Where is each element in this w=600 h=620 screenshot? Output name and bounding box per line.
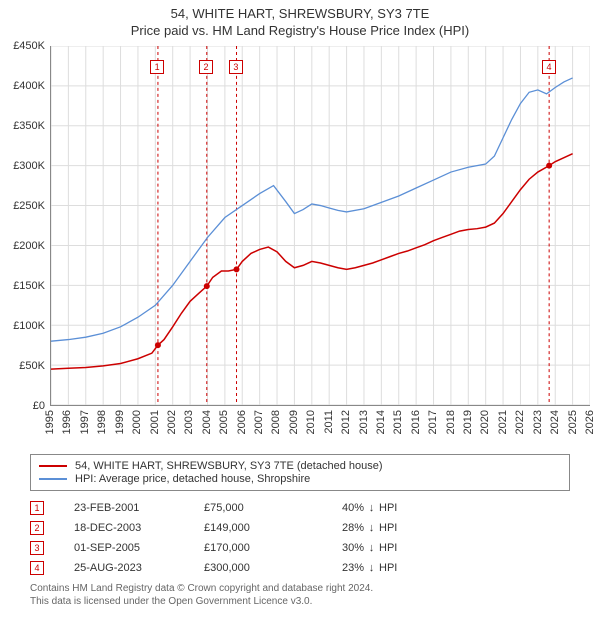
x-tick-label: 2024 [549,410,561,434]
legend-swatch [39,478,67,480]
x-tick-label: 1998 [96,410,108,434]
transactions-table: 123-FEB-2001£75,00040%↓HPI218-DEC-2003£1… [30,498,570,578]
down-arrow-icon: ↓ [364,522,379,534]
x-tick-label: 2019 [462,410,474,434]
x-tick-label: 2003 [183,410,195,434]
x-tick-label: 2006 [236,410,248,434]
x-tick-label: 2001 [149,410,161,434]
x-tick-label: 2008 [270,410,282,434]
transaction-hpi-label: HPI [379,522,397,534]
x-tick-label: 2018 [445,410,457,434]
transaction-date: 23-FEB-2001 [74,502,204,514]
x-tick-label: 2026 [584,410,596,434]
x-tick-label: 2010 [305,410,317,434]
down-arrow-icon: ↓ [364,562,379,574]
footer-line: This data is licensed under the Open Gov… [30,595,570,608]
x-tick-label: 2022 [514,410,526,434]
x-tick-label: 2020 [479,410,491,434]
legend: 54, WHITE HART, SHREWSBURY, SY3 7TE (det… [30,454,570,491]
legend-label: 54, WHITE HART, SHREWSBURY, SY3 7TE (det… [75,460,383,472]
transaction-price: £300,000 [204,562,314,574]
x-tick-label: 2015 [392,410,404,434]
x-tick-label: 1995 [44,410,56,434]
x-tick-label: 2005 [218,410,230,434]
transaction-marker: 3 [30,541,44,555]
transaction-price: £149,000 [204,522,314,534]
chart-area: 1234 £0£50K£100K£150K£200K£250K£300K£350… [50,46,590,406]
chart-marker-label: 1 [150,60,164,74]
x-tick-label: 1996 [61,410,73,434]
legend-item: HPI: Average price, detached house, Shro… [39,473,561,485]
down-arrow-icon: ↓ [364,502,379,514]
y-tick-label: £100K [0,320,45,332]
transaction-date: 01-SEP-2005 [74,542,204,554]
y-tick-label: £150K [0,280,45,292]
transaction-marker: 1 [30,501,44,515]
y-tick-label: £250K [0,200,45,212]
chart-marker-label: 3 [229,60,243,74]
x-tick-label: 2021 [497,410,509,434]
y-tick-label: £300K [0,160,45,172]
x-tick-label: 2007 [253,410,265,434]
x-tick-label: 2004 [201,410,213,434]
chart-marker-label: 4 [542,60,556,74]
transaction-marker: 2 [30,521,44,535]
transaction-price: £75,000 [204,502,314,514]
x-tick-label: 2016 [410,410,422,434]
x-tick-label: 2002 [166,410,178,434]
transaction-pct: 40% [314,502,364,514]
chart-marker-label: 2 [199,60,213,74]
transaction-pct: 30% [314,542,364,554]
y-tick-label: £400K [0,80,45,92]
transaction-hpi-label: HPI [379,502,397,514]
transaction-row: 1 23-FEB-2001£75,00040%↓HPI [30,498,570,518]
x-tick-label: 2023 [532,410,544,434]
x-tick-label: 2013 [358,410,370,434]
transaction-pct: 28% [314,522,364,534]
x-tick-label: 2014 [375,410,387,434]
title-subtitle: Price paid vs. HM Land Registry's House … [0,23,600,38]
y-tick-label: £200K [0,240,45,252]
transaction-pct: 23% [314,562,364,574]
transaction-row: 3 01-SEP-2005£170,00030%↓HPI [30,538,570,558]
x-tick-label: 1999 [114,410,126,434]
y-tick-label: £50K [0,360,45,372]
chart-container: 54, WHITE HART, SHREWSBURY, SY3 7TE Pric… [0,0,600,620]
transaction-row: 4 25-AUG-2023£300,00023%↓HPI [30,558,570,578]
plot-svg [50,46,590,406]
x-tick-label: 2000 [131,410,143,434]
transaction-hpi-label: HPI [379,562,397,574]
legend-label: HPI: Average price, detached house, Shro… [75,473,310,485]
legend-swatch [39,465,67,467]
x-tick-label: 1997 [79,410,91,434]
transaction-marker: 4 [30,561,44,575]
transaction-date: 18-DEC-2003 [74,522,204,534]
transaction-price: £170,000 [204,542,314,554]
x-tick-label: 2025 [567,410,579,434]
footer: Contains HM Land Registry data © Crown c… [30,582,570,608]
y-tick-label: £450K [0,40,45,52]
transaction-hpi-label: HPI [379,542,397,554]
x-tick-label: 2011 [323,410,335,434]
transaction-row: 2 18-DEC-2003£149,00028%↓HPI [30,518,570,538]
y-tick-label: £0 [0,400,45,412]
footer-line: Contains HM Land Registry data © Crown c… [30,582,570,595]
title-block: 54, WHITE HART, SHREWSBURY, SY3 7TE Pric… [0,0,600,38]
x-tick-label: 2012 [340,410,352,434]
x-tick-label: 2009 [288,410,300,434]
title-address: 54, WHITE HART, SHREWSBURY, SY3 7TE [0,6,600,21]
down-arrow-icon: ↓ [364,542,379,554]
transaction-date: 25-AUG-2023 [74,562,204,574]
legend-item: 54, WHITE HART, SHREWSBURY, SY3 7TE (det… [39,460,561,472]
x-tick-label: 2017 [427,410,439,434]
y-tick-label: £350K [0,120,45,132]
